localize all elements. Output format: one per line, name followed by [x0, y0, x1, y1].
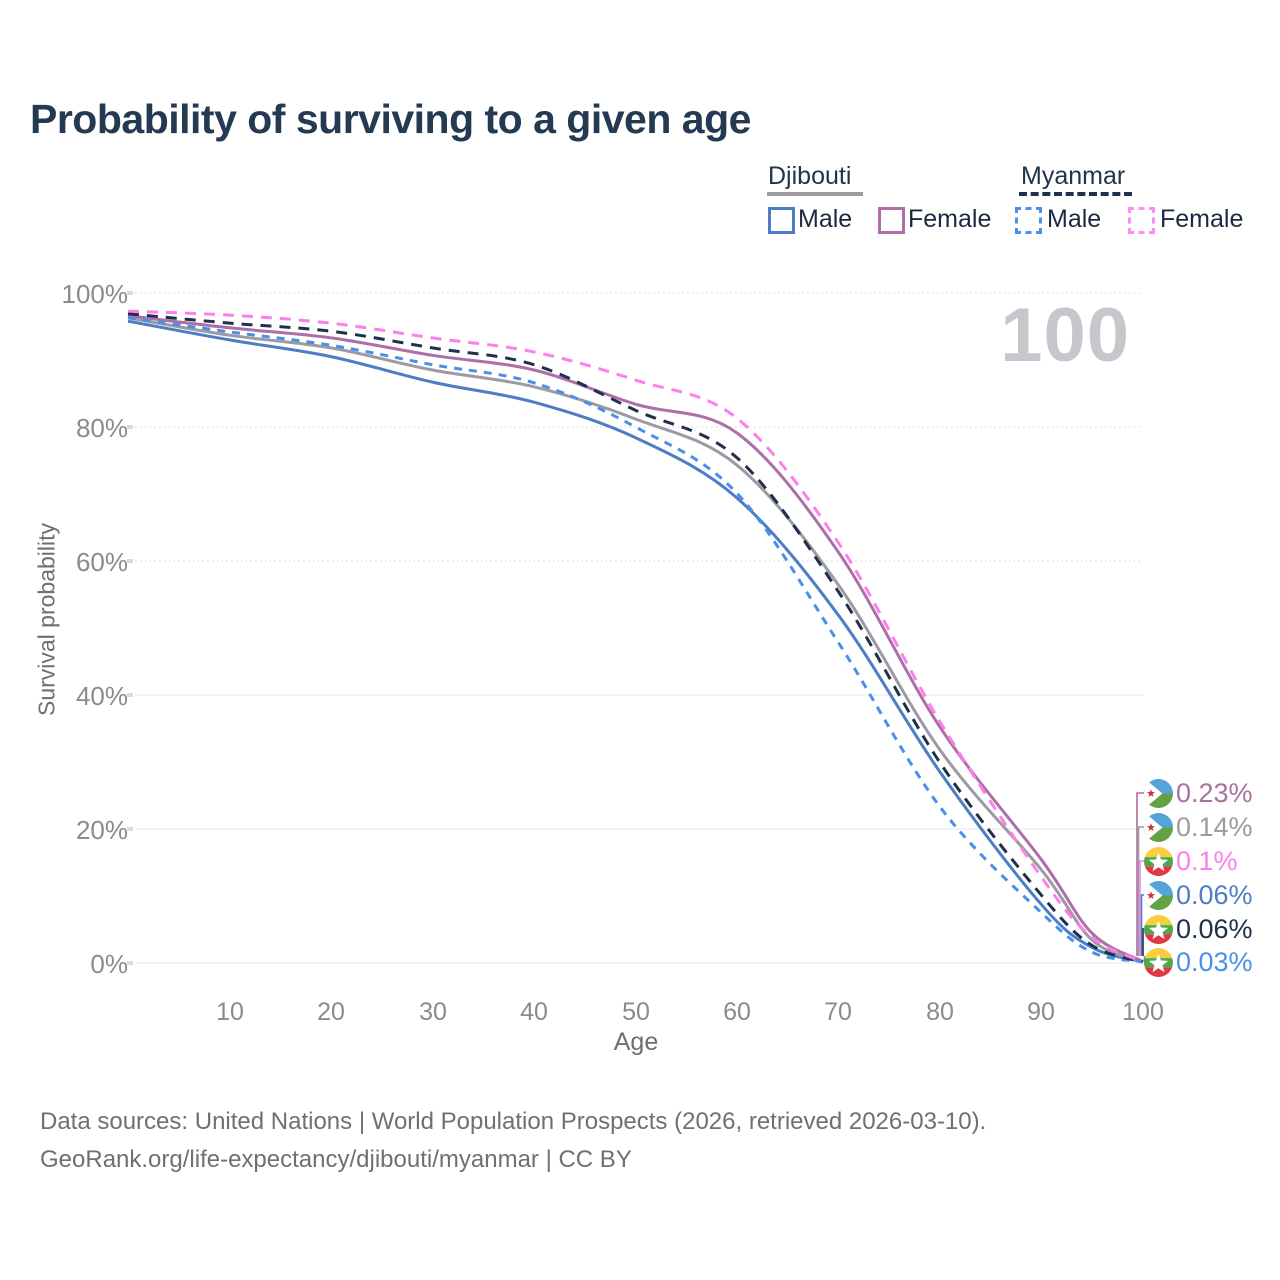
end-label-myanmar-male: 0.03% [1144, 947, 1253, 977]
legend-label-djibouti-female[interactable]: Female [908, 205, 992, 233]
x-tick-100: 100 [1122, 998, 1164, 1026]
end-value: 0.23% [1176, 777, 1253, 808]
legend-swatch-djibouti-female[interactable] [878, 207, 905, 234]
end-value: 0.06% [1176, 879, 1253, 910]
x-tick-20: 20 [317, 998, 345, 1026]
end-label-djibouti-female: 0.23% [1144, 778, 1253, 808]
legend-swatch-myanmar-male[interactable] [1015, 207, 1042, 234]
curve-djibouti-male [127, 319, 1144, 964]
myanmar-flag-icon [1144, 914, 1173, 944]
legend-label-myanmar-female[interactable]: Female [1160, 205, 1244, 233]
end-label-myanmar-female: 0.1% [1144, 846, 1238, 876]
legend-label-myanmar-male[interactable]: Male [1047, 205, 1102, 233]
legend-swatch-djibouti-male[interactable] [768, 207, 795, 234]
djibouti-flag-icon [1144, 880, 1173, 910]
x-tick-50: 50 [622, 998, 650, 1026]
x-tick-60: 60 [723, 998, 751, 1026]
page-title: Probability of surviving to a given age [30, 96, 751, 142]
end-value: 0.14% [1176, 811, 1253, 842]
myanmar-flag-icon [1144, 846, 1173, 876]
legend-group-djibouti[interactable]: Djibouti [768, 162, 852, 190]
end-label-djibouti-total: 0.14% [1144, 812, 1253, 842]
legend-djibouti-line-swatch [767, 192, 863, 196]
legend-myanmar-line-swatch [1019, 192, 1132, 196]
curve-djibouti-female [127, 314, 1144, 963]
curve-myanmar-female [127, 309, 1144, 964]
y-axis-title: Survival probability [33, 522, 60, 717]
x-tick-90: 90 [1027, 998, 1055, 1026]
end-value: 0.06% [1176, 913, 1253, 944]
legend-group-myanmar[interactable]: Myanmar [1021, 162, 1126, 190]
x-tick-40: 40 [520, 998, 548, 1026]
x-tick-10: 10 [216, 998, 244, 1026]
curve-djibouti [127, 316, 1144, 964]
end-label-myanmar-total: 0.06% [1144, 914, 1253, 944]
end-value: 0.03% [1176, 946, 1253, 977]
y-tick-40: 40% [75, 681, 128, 711]
y-tick-60: 60% [75, 547, 128, 577]
y-tick-100: 100% [61, 279, 129, 309]
curve-myanmar [127, 312, 1144, 964]
y-tick-20: 20% [75, 815, 128, 845]
curve-myanmar-male [127, 316, 1144, 964]
y-tick-80: 80% [75, 413, 128, 443]
attribution-link-text[interactable]: GeoRank.org/life-expectancy/djibouti/mya… [40, 1146, 632, 1173]
legend-label-djibouti-male[interactable]: Male [798, 205, 853, 233]
watermark-age-100: 100 [1000, 293, 1130, 378]
myanmar-flag-icon [1144, 947, 1173, 977]
djibouti-flag-icon [1144, 778, 1173, 808]
x-tick-30: 30 [419, 998, 447, 1026]
data-sources-text: Data sources: United Nations | World Pop… [40, 1108, 987, 1135]
x-axis-title: Age [613, 1028, 659, 1056]
end-label-djibouti-male: 0.06% [1144, 880, 1253, 910]
legend-swatch-myanmar-female[interactable] [1128, 207, 1155, 234]
djibouti-flag-icon [1144, 812, 1173, 842]
x-tick-70: 70 [824, 998, 852, 1026]
y-tick-0: 0% [90, 949, 128, 979]
end-value: 0.1% [1176, 845, 1238, 876]
x-tick-80: 80 [926, 998, 954, 1026]
